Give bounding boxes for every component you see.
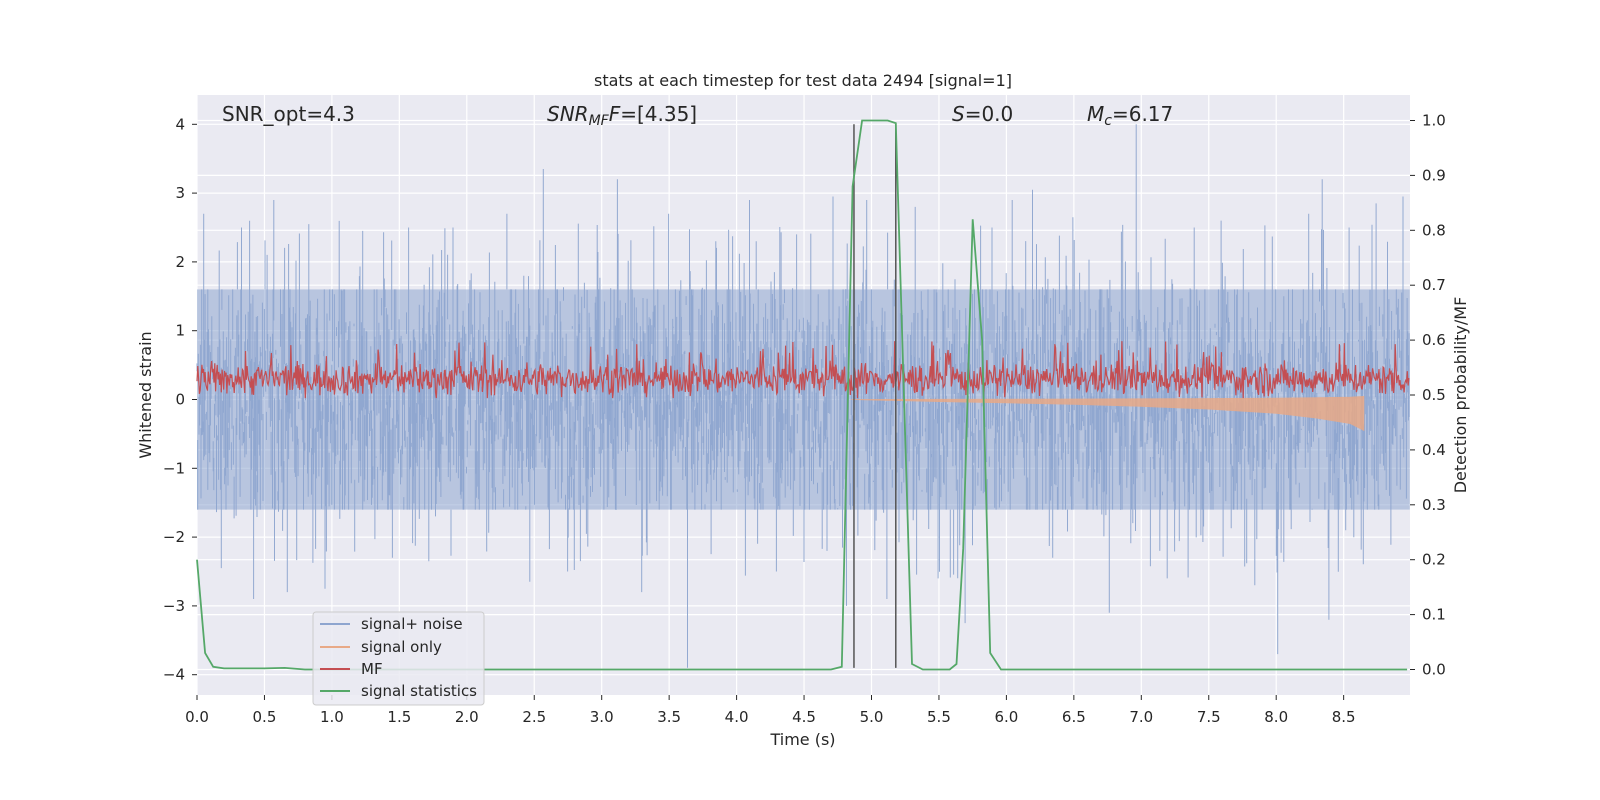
x-tick-label-10: 5.0 bbox=[860, 708, 884, 726]
y-axis-ticks-right: 0.0 0.1 0.2 0.3 0.4 0.5 0.6 0.7 0.8 0.9 1.0 bbox=[1410, 112, 1446, 679]
x-tick-label-15: 7.5 bbox=[1197, 708, 1221, 726]
chart-title: stats at each timestep for test data 249… bbox=[594, 71, 1012, 90]
y-tick-label-left-5: 1 bbox=[175, 322, 185, 340]
y-axis-ticks-left: −4 −3 −2 −1 0 1 2 3 4 bbox=[163, 115, 197, 684]
x-tick-label-5: 2.5 bbox=[522, 708, 546, 726]
legend-label-signal-only: signal only bbox=[361, 638, 442, 656]
x-tick-label-0: 0.0 bbox=[185, 708, 209, 726]
legend: signal+ noise signal only MF signal stat… bbox=[312, 611, 485, 706]
y-tick-label-right-4: 0.4 bbox=[1422, 441, 1446, 459]
legend-box bbox=[312, 611, 485, 706]
y-tick-label-left-0: −4 bbox=[163, 666, 185, 684]
series-signal-statistics bbox=[196, 119, 1408, 671]
x-tick-label-4: 2.0 bbox=[455, 708, 479, 726]
y-tick-label-right-3: 0.3 bbox=[1422, 496, 1446, 514]
x-tick-label-1: 0.5 bbox=[253, 708, 277, 726]
x-tick-label-2: 1.0 bbox=[320, 708, 344, 726]
y-tick-label-left-6: 2 bbox=[175, 253, 185, 271]
x-tick-label-13: 6.5 bbox=[1062, 708, 1086, 726]
annotation-mc-value: =6.17 bbox=[1112, 102, 1173, 126]
y-tick-label-left-8: 4 bbox=[175, 115, 185, 133]
y-tick-label-right-9: 0.9 bbox=[1422, 166, 1446, 184]
x-tick-label-6: 3.0 bbox=[590, 708, 614, 726]
annotation-snr-mf-value: F bbox=[609, 102, 621, 126]
annotation-s-value: =0.0 bbox=[965, 102, 1014, 126]
y-tick-label-right-0: 0.0 bbox=[1422, 661, 1446, 679]
annotation-mc: Mc=6.17 bbox=[1087, 102, 1173, 129]
y-tick-label-right-7: 0.7 bbox=[1422, 276, 1446, 294]
annotations: SNR_opt=4.3 SNRMFF=[4.35] S=0.0 Mc=6.17 bbox=[222, 102, 1173, 129]
legend-label-signal-statistics: signal statistics bbox=[361, 682, 477, 700]
y-tick-label-left-2: −2 bbox=[163, 528, 185, 546]
y-tick-label-left-1: −3 bbox=[163, 597, 185, 615]
annotation-snr-mf-bracket: =[4.35] bbox=[620, 102, 697, 126]
y-tick-label-right-6: 0.6 bbox=[1422, 331, 1446, 349]
annotation-s: S=0.0 bbox=[952, 102, 1013, 126]
x-tick-label-9: 4.5 bbox=[792, 708, 816, 726]
x-tick-label-12: 6.0 bbox=[994, 708, 1018, 726]
annotation-snr-opt: SNR_opt=4.3 bbox=[222, 102, 355, 126]
legend-label-signal-noise: signal+ noise bbox=[361, 615, 463, 633]
x-tick-label-17: 8.5 bbox=[1332, 708, 1356, 726]
annotation-mc-sub: c bbox=[1104, 113, 1112, 129]
annotation-snr-mf: SNRMFF=[4.35] bbox=[547, 102, 697, 129]
series-signal-only bbox=[851, 395, 1365, 432]
annotation-snr-mf-main: SNR bbox=[547, 102, 589, 126]
legend-label-mf: MF bbox=[361, 660, 383, 678]
x-axis-label: Time (s) bbox=[769, 730, 835, 749]
y-tick-label-left-3: −1 bbox=[163, 459, 185, 477]
y-axis-label-left: Whitened strain bbox=[136, 331, 155, 458]
y-tick-label-right-5: 0.5 bbox=[1422, 386, 1446, 404]
y-tick-label-right-8: 0.8 bbox=[1422, 221, 1446, 239]
annotation-snr-mf-sub: MF bbox=[589, 113, 610, 129]
annotation-s-main: S bbox=[952, 102, 965, 126]
annotation-mc-main: M bbox=[1087, 102, 1104, 126]
y-tick-label-left-4: 0 bbox=[175, 391, 185, 409]
x-tick-label-7: 3.5 bbox=[657, 708, 681, 726]
x-tick-label-8: 4.0 bbox=[725, 708, 749, 726]
x-axis-ticks: 0.0 0.5 1.0 1.5 2.0 2.5 3.0 3.5 4.0 4.5 5.0 5.5 6.0 6… bbox=[185, 695, 1356, 726]
y-tick-label-right-1: 0.1 bbox=[1422, 606, 1446, 624]
y-tick-label-right-10: 1.0 bbox=[1422, 112, 1446, 130]
x-tick-label-3: 1.5 bbox=[387, 708, 411, 726]
y-tick-label-right-2: 0.2 bbox=[1422, 551, 1446, 569]
x-tick-label-14: 7.0 bbox=[1129, 708, 1153, 726]
plot-area bbox=[196, 119, 1410, 671]
y-axis-label-right: Detection probability/MF bbox=[1451, 297, 1470, 494]
x-tick-label-16: 8.0 bbox=[1264, 708, 1288, 726]
y-tick-label-left-7: 3 bbox=[175, 184, 185, 202]
x-tick-label-11: 5.5 bbox=[927, 708, 951, 726]
series-mf bbox=[196, 341, 1410, 399]
